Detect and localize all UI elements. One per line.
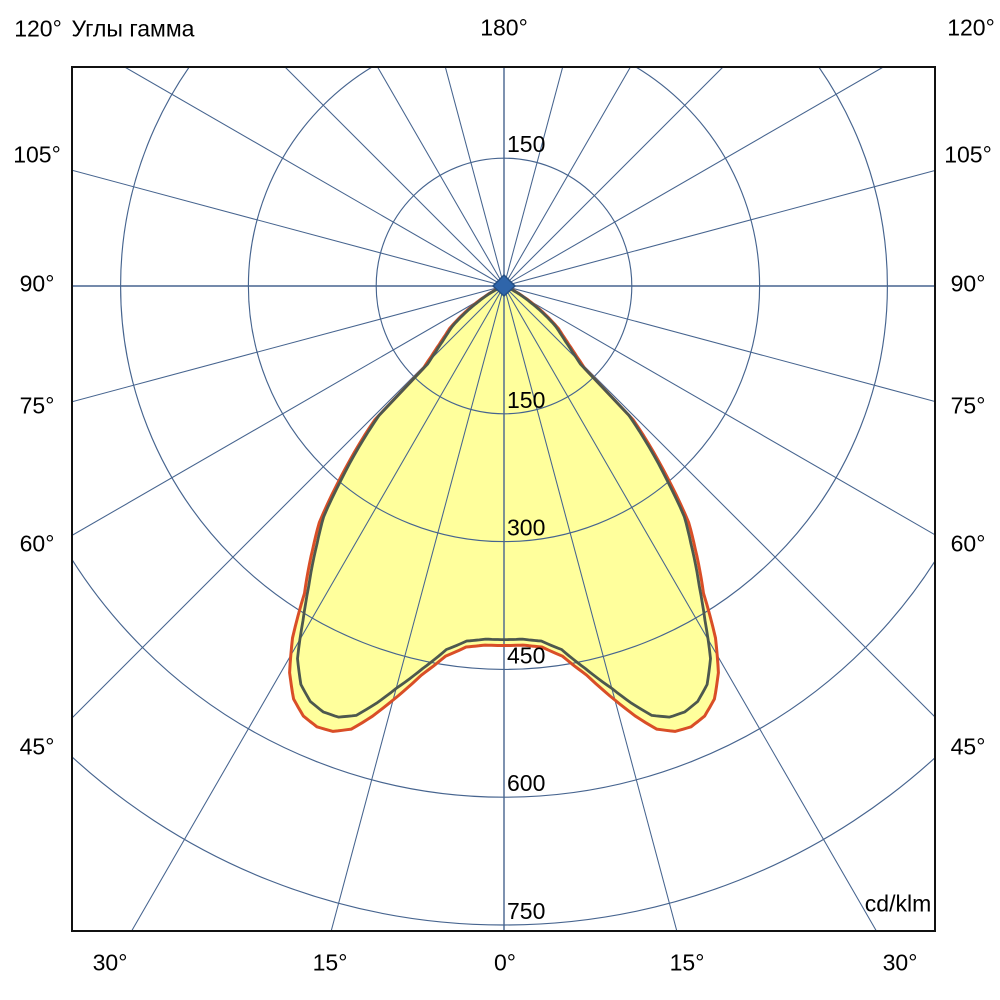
angle-label-top-left: 120° <box>14 15 62 42</box>
gamma-ray-60 <box>72 285 505 536</box>
center-marker-diamond <box>491 273 517 298</box>
angle-label-right-60: 60° <box>950 530 986 557</box>
angle-label-left-60: 60° <box>19 530 55 557</box>
angle-label-right-90: 90° <box>950 270 986 297</box>
ring-label-above-150: 150 <box>507 131 545 157</box>
angle-label-right-75: 75° <box>950 392 986 419</box>
angle-label-right-45: 45° <box>950 733 986 760</box>
gamma-ray-150 <box>377 67 505 287</box>
inner-intensity-curve <box>296 284 712 719</box>
gamma-ray-75 <box>72 285 505 403</box>
angle-label-bottom-15R: 15° <box>669 949 705 976</box>
gamma-ray-105 <box>72 169 505 287</box>
angle-label-bottom-30R: 30° <box>882 949 918 976</box>
gamma-ray-135 <box>284 67 505 287</box>
angle-label-left-90: 90° <box>19 270 55 297</box>
angle-label-left-105: 105° <box>13 141 61 168</box>
ring-label-below-600: 600 <box>507 770 545 796</box>
angle-label-top-center: 180° <box>480 14 528 41</box>
angle-label-bottom-30L: 30° <box>92 949 128 976</box>
gamma-ray-165 <box>503 67 564 287</box>
gamma-ray-60 <box>503 285 935 536</box>
gamma-ray-135 <box>503 67 724 287</box>
gamma-ray-30 <box>503 285 877 931</box>
angle-label-bottom-15L: 15° <box>312 949 348 976</box>
angle-label-left-45: 45° <box>19 733 55 760</box>
gamma-ray-120 <box>503 67 884 287</box>
gamma-ray-105 <box>503 170 935 287</box>
chart-title: Углы гамма <box>71 15 195 42</box>
angle-label-bottom-0: 0° <box>494 949 516 976</box>
angle-label-left-75: 75° <box>19 392 55 419</box>
angle-label-right-105: 105° <box>944 141 992 168</box>
ring-label-below-750: 750 <box>507 898 545 924</box>
angle-label-top-right: 120° <box>947 14 995 41</box>
ring-label-below-150: 150 <box>507 387 545 413</box>
gamma-ray-30 <box>131 285 505 931</box>
ring-label-below-300: 300 <box>507 515 545 541</box>
ring-label-below-450: 450 <box>507 642 545 668</box>
unit-label: cd/klm <box>864 890 932 917</box>
gamma-ray-15 <box>503 285 678 931</box>
gamma-ray-165 <box>444 67 505 287</box>
gamma-ray-150 <box>503 67 631 287</box>
gamma-ray-15 <box>330 285 505 931</box>
gamma-ray-75 <box>503 285 935 402</box>
plot-border <box>71 66 936 932</box>
gamma-ray-120 <box>124 67 505 287</box>
